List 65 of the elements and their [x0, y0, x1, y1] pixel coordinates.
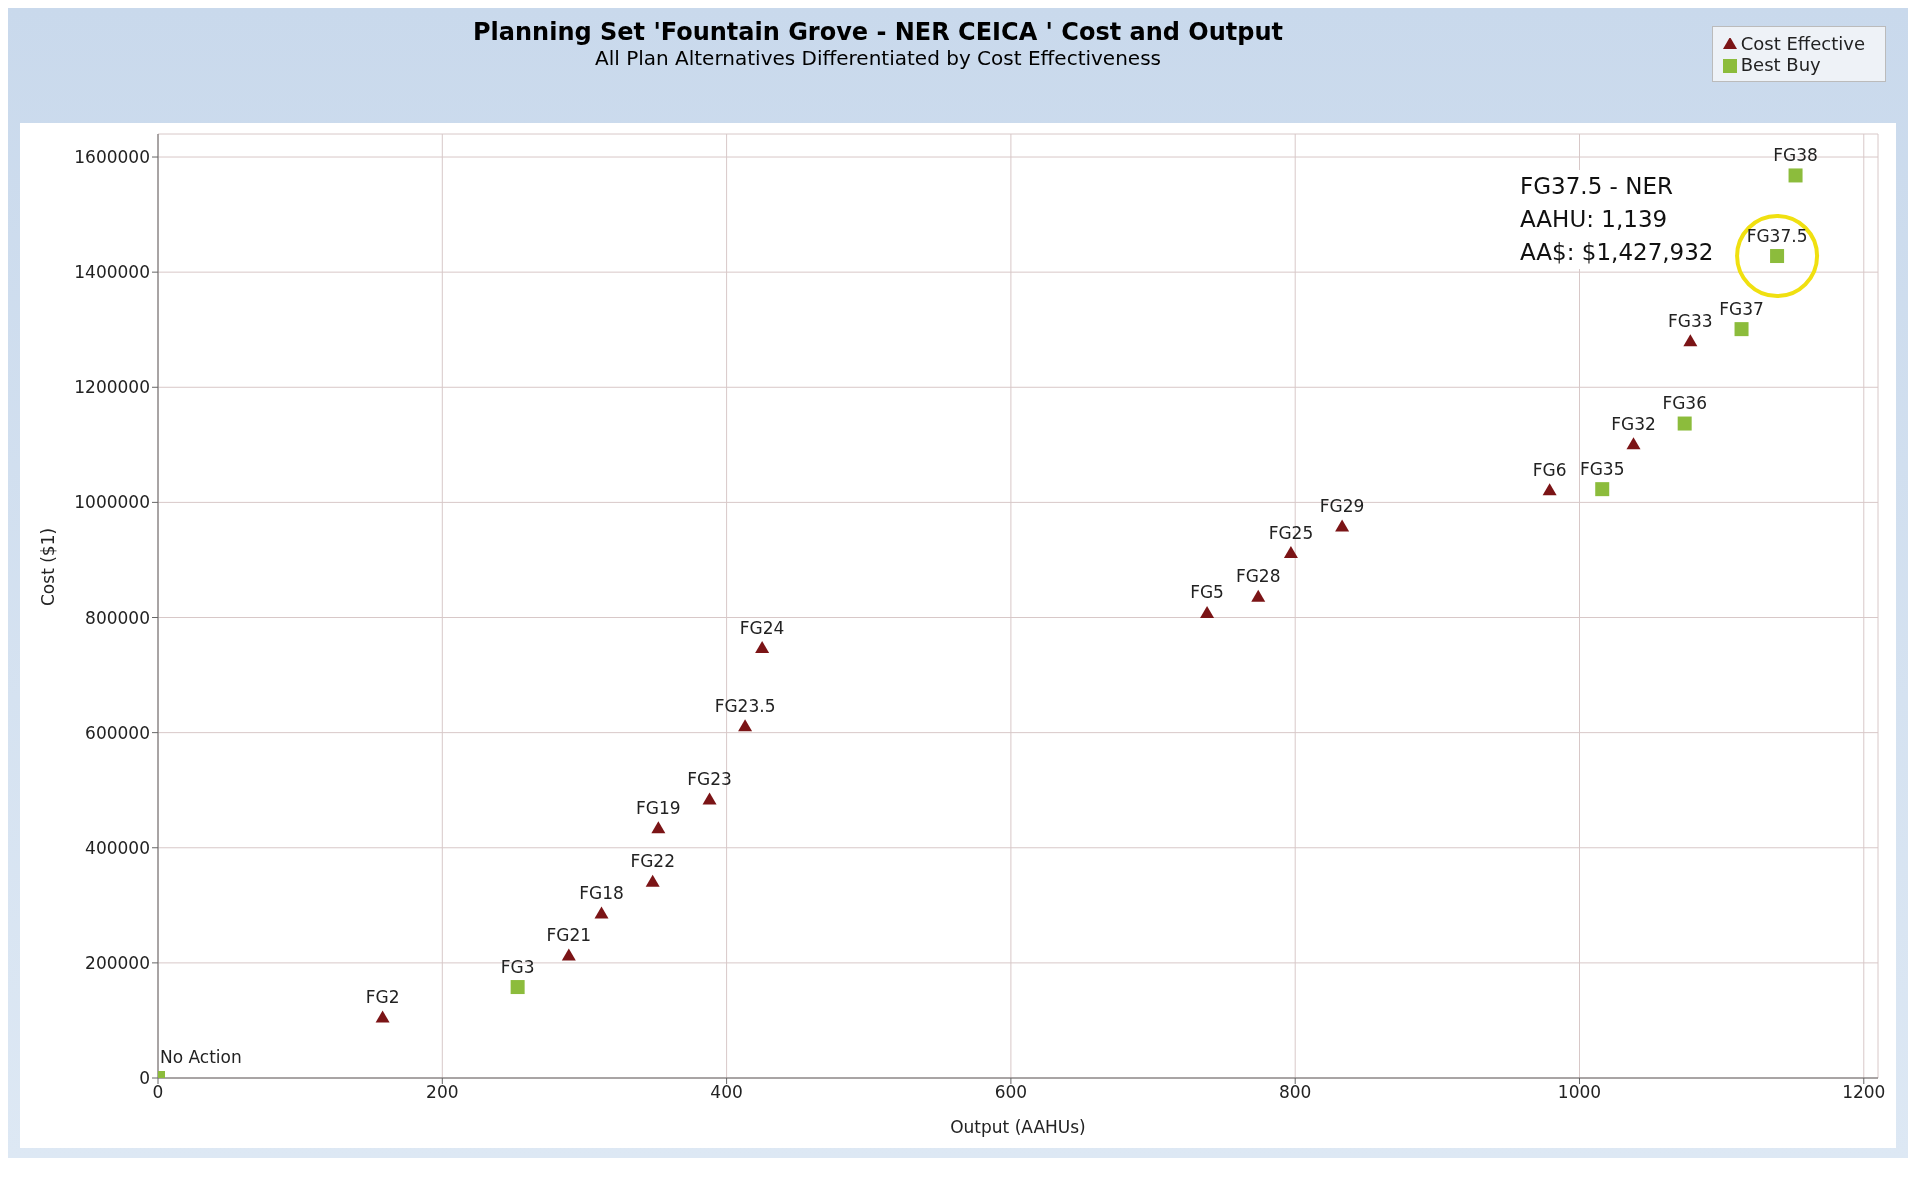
y-tick-label: 1400000	[74, 262, 150, 283]
y-tick-label: 800000	[85, 607, 150, 628]
y-tick-label: 400000	[85, 837, 150, 858]
data-label: FG6	[1532, 459, 1567, 480]
point	[651, 821, 666, 834]
data-label: FG23	[687, 768, 732, 789]
x-tick-label: 1000	[1557, 1082, 1602, 1103]
data-label: FG29	[1319, 496, 1365, 517]
point	[738, 719, 753, 732]
point	[1677, 416, 1692, 431]
y-tick-label: 600000	[85, 722, 150, 743]
point	[755, 641, 770, 654]
data-label: FG22	[630, 851, 675, 872]
point	[1251, 589, 1266, 602]
point	[645, 874, 660, 887]
data-label: FG5	[1190, 582, 1224, 603]
data-label: FG36	[1662, 393, 1707, 414]
data-label: FG23.5	[714, 695, 776, 716]
x-tick-label: 1200	[1842, 1082, 1886, 1103]
data-label: FG24	[739, 617, 785, 638]
data-label: FG37	[1719, 298, 1764, 319]
point	[702, 792, 717, 805]
legend-label: Best Buy	[1740, 54, 1821, 75]
point	[1335, 519, 1350, 532]
data-label: No Action	[160, 1047, 242, 1068]
point	[375, 1010, 390, 1023]
point	[1200, 605, 1215, 618]
data-label: FG38	[1773, 144, 1818, 165]
chart-title: Planning Set 'Fountain Grove - NER CEICA ' Cost and Output	[472, 18, 1284, 46]
x-tick-label: 600	[994, 1082, 1028, 1103]
data-label: FG2	[365, 987, 400, 1008]
point	[1683, 334, 1698, 347]
point	[1283, 546, 1298, 559]
legend-label: Cost Effective	[1740, 33, 1865, 54]
y-tick-label: 0	[139, 1068, 150, 1089]
annotation: FG37.5 - NER AAHU: 1,139 AA$: $1,427,932	[1520, 170, 1714, 269]
point	[1734, 322, 1749, 337]
data-label: FG35	[1579, 458, 1625, 479]
data-label: FG33	[1668, 310, 1713, 331]
point	[1788, 168, 1803, 183]
data-label: FG19	[636, 797, 681, 818]
y-tick-label: 200000	[85, 952, 150, 973]
data-label: FG18	[579, 882, 624, 903]
data-label: FG21	[546, 924, 592, 945]
chart-subtitle: All Plan Alternatives Differentiated by Cost Effectiveness	[594, 46, 1161, 70]
data-label: FG37.5	[1746, 225, 1808, 246]
y-tick-label: 1200000	[74, 377, 150, 398]
x-tick-label: 200	[426, 1082, 459, 1103]
y-axis-title: Cost ($1)	[38, 527, 59, 606]
point	[594, 906, 609, 919]
point	[1595, 482, 1610, 497]
data-label: FG28	[1235, 566, 1281, 587]
data-label: FG32	[1611, 413, 1656, 434]
point	[561, 948, 576, 961]
y-tick-label: 1000000	[74, 492, 150, 513]
data-label: FG25	[1268, 522, 1314, 543]
x-tick-label: 400	[710, 1082, 743, 1103]
point	[510, 980, 525, 995]
point	[1542, 483, 1557, 496]
point	[1626, 437, 1641, 450]
x-tick-label: 800	[1278, 1082, 1312, 1103]
data-label: FG3	[500, 956, 535, 977]
x-tick-label: 0	[152, 1082, 164, 1103]
x-axis-title: Output (AAHUs)	[950, 1117, 1086, 1137]
y-tick-label: 1600000	[74, 147, 150, 168]
